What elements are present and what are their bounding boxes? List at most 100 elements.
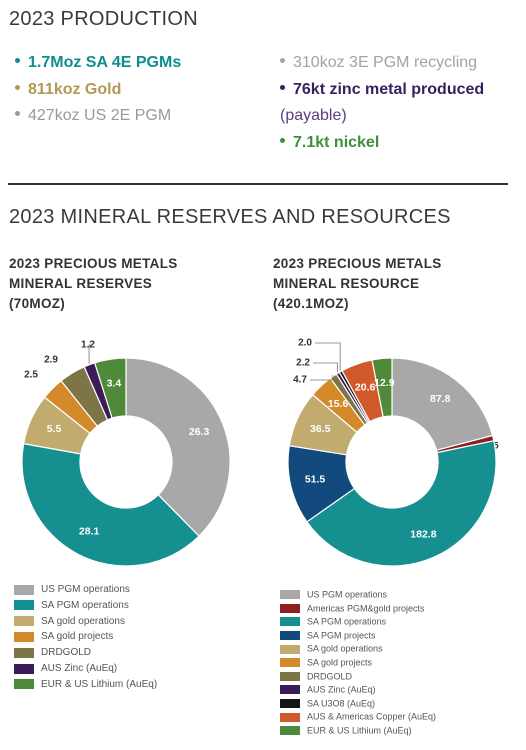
legend-label: SA gold operations bbox=[307, 644, 383, 655]
data-label: 20.6 bbox=[355, 381, 376, 393]
legend-item: SA gold projects bbox=[14, 631, 113, 642]
legend-item: AUS Zinc (AuEq) bbox=[280, 684, 376, 695]
legend-item: SA gold operations bbox=[280, 643, 383, 654]
production-item: 310koz 3E PGM recycling bbox=[280, 54, 477, 72]
data-label: 3.4 bbox=[107, 378, 122, 390]
legend-swatch bbox=[14, 600, 34, 611]
donut-slice bbox=[306, 440, 497, 567]
resource-donut-chart: 87.83.5182.851.536.515.64.72.22.020.612.… bbox=[287, 338, 499, 567]
leader-line bbox=[88, 344, 91, 364]
data-label: 12.9 bbox=[374, 377, 395, 389]
legend-item: DRDGOLD bbox=[280, 671, 353, 682]
legend-label: SA gold operations bbox=[41, 615, 125, 627]
legend-item: US PGM operations bbox=[14, 584, 130, 595]
production-item-text: 310koz 3E PGM recycling bbox=[293, 54, 478, 71]
legend-item: AUS Zinc (AuEq) bbox=[14, 663, 117, 674]
reserves-donut-chart: 26.3 28.1 5.5 2.5 2.9 1.2 3.4 bbox=[21, 340, 231, 567]
leader-line bbox=[313, 362, 338, 373]
legend-swatch bbox=[280, 658, 300, 668]
data-label: 2.9 bbox=[44, 355, 58, 366]
legend-label: US PGM operations bbox=[41, 584, 130, 595]
production-item: 1.7Moz SA 4E PGMs bbox=[15, 54, 181, 72]
legend-swatch bbox=[14, 616, 34, 627]
resource-title-line-3: (420.1MOZ) bbox=[273, 296, 349, 311]
bullet-dot-icon bbox=[15, 58, 20, 64]
data-label: 182.8 bbox=[410, 528, 436, 540]
legend-swatch bbox=[280, 644, 300, 654]
production-item-text: (payable) bbox=[280, 107, 347, 124]
data-label: 5.5 bbox=[47, 423, 62, 435]
production-item-text: 1.7Moz SA 4E PGMs bbox=[28, 54, 182, 71]
legend-swatch bbox=[280, 712, 300, 722]
production-item: 76kt zinc metal produced bbox=[280, 81, 484, 99]
legend-item: SA U3O8 (AuEq) bbox=[280, 698, 375, 708]
legend-item: DRDGOLD bbox=[14, 647, 91, 658]
legend-swatch bbox=[14, 663, 34, 674]
legend-swatch bbox=[280, 671, 300, 681]
bullet-dot-icon bbox=[15, 111, 20, 117]
donut-slice bbox=[391, 357, 494, 452]
legend-swatch bbox=[280, 685, 300, 695]
legend-item: Americas PGM&gold projects bbox=[280, 603, 425, 614]
production-item-text: 76kt zinc metal produced bbox=[293, 80, 485, 98]
legend-label: EUR & US Lithium (AuEq) bbox=[307, 725, 412, 736]
legend-label: SA PGM operations bbox=[307, 616, 387, 627]
data-label: 1.2 bbox=[81, 340, 95, 351]
legend-item: SA gold operations bbox=[14, 616, 125, 627]
legend-label: SA PGM operations bbox=[41, 599, 129, 611]
donut-slice bbox=[21, 442, 200, 567]
reserves-title-line-1: 2023 PRECIOUS METALS bbox=[9, 256, 178, 271]
legend-swatch bbox=[14, 631, 34, 642]
reserves-title-line-2: MINERAL RESERVES bbox=[9, 276, 153, 291]
data-label: 2.2 bbox=[296, 358, 310, 369]
legend-label: SA gold projects bbox=[41, 631, 114, 643]
legend-label: DRDGOLD bbox=[307, 671, 353, 682]
legend-label: SA PGM projects bbox=[307, 630, 376, 641]
bullet-dot-icon bbox=[280, 84, 285, 90]
leader-line bbox=[315, 342, 341, 371]
legend-swatch bbox=[280, 603, 300, 613]
data-label: 28.1 bbox=[79, 526, 100, 538]
legend-item: SA gold projects bbox=[280, 657, 372, 668]
production-title: 2023 PRODUCTION bbox=[9, 8, 198, 30]
data-label: 2.0 bbox=[298, 338, 312, 349]
legend-swatch bbox=[280, 698, 300, 708]
legend-item: AUS & Americas Copper (AuEq) bbox=[280, 711, 436, 722]
production-item-text: 7.1kt nickel bbox=[293, 133, 380, 151]
legend-item: SA PGM operations bbox=[14, 600, 129, 611]
legend-label: AUS Zinc (AuEq) bbox=[307, 684, 376, 695]
divider bbox=[8, 183, 508, 185]
legend-swatch bbox=[280, 590, 300, 600]
resource-title-line-1: 2023 PRECIOUS METALS bbox=[273, 256, 442, 271]
production-item: 427koz US 2E PGM bbox=[15, 107, 171, 125]
legend-swatch bbox=[280, 630, 300, 640]
production-item: 7.1kt nickel bbox=[280, 134, 379, 152]
donut-slice bbox=[125, 357, 231, 537]
legend-swatch bbox=[280, 617, 300, 627]
legend-item: EUR & US Lithium (AuEq) bbox=[280, 725, 412, 736]
data-label: 26.3 bbox=[189, 426, 210, 438]
legend-swatch bbox=[14, 679, 34, 690]
legend-label: AUS Zinc (AuEq) bbox=[41, 663, 118, 674]
legend-item: EUR & US Lithium (AuEq) bbox=[14, 679, 157, 690]
data-label: 4.7 bbox=[293, 375, 307, 386]
legend-label: Americas PGM&gold projects bbox=[307, 603, 425, 614]
legend-item: US PGM operations bbox=[280, 589, 387, 600]
legend-label: US PGM operations bbox=[307, 589, 388, 600]
production-item: 811koz Gold bbox=[15, 81, 121, 99]
production-item-text: 427koz US 2E PGM bbox=[28, 107, 172, 124]
bullet-dot-icon bbox=[280, 137, 285, 143]
legend-label: AUS & Americas Copper (AuEq) bbox=[307, 712, 437, 723]
legend-swatch bbox=[280, 726, 300, 736]
legend-label: SA gold projects bbox=[307, 657, 373, 668]
production-item-text: 811koz Gold bbox=[28, 80, 122, 98]
bullet-dot-icon bbox=[280, 58, 285, 64]
resource-title-line-2: MINERAL RESOURCE bbox=[273, 276, 420, 291]
legend-swatch bbox=[14, 584, 34, 595]
data-label: 36.5 bbox=[310, 423, 331, 435]
legend-item: SA PGM projects bbox=[280, 630, 376, 641]
legend-item: SA PGM operations bbox=[280, 616, 386, 627]
legend-label: EUR & US Lithium (AuEq) bbox=[41, 678, 158, 690]
data-label: 15.6 bbox=[328, 398, 349, 410]
legend-label: DRDGOLD bbox=[41, 647, 92, 659]
